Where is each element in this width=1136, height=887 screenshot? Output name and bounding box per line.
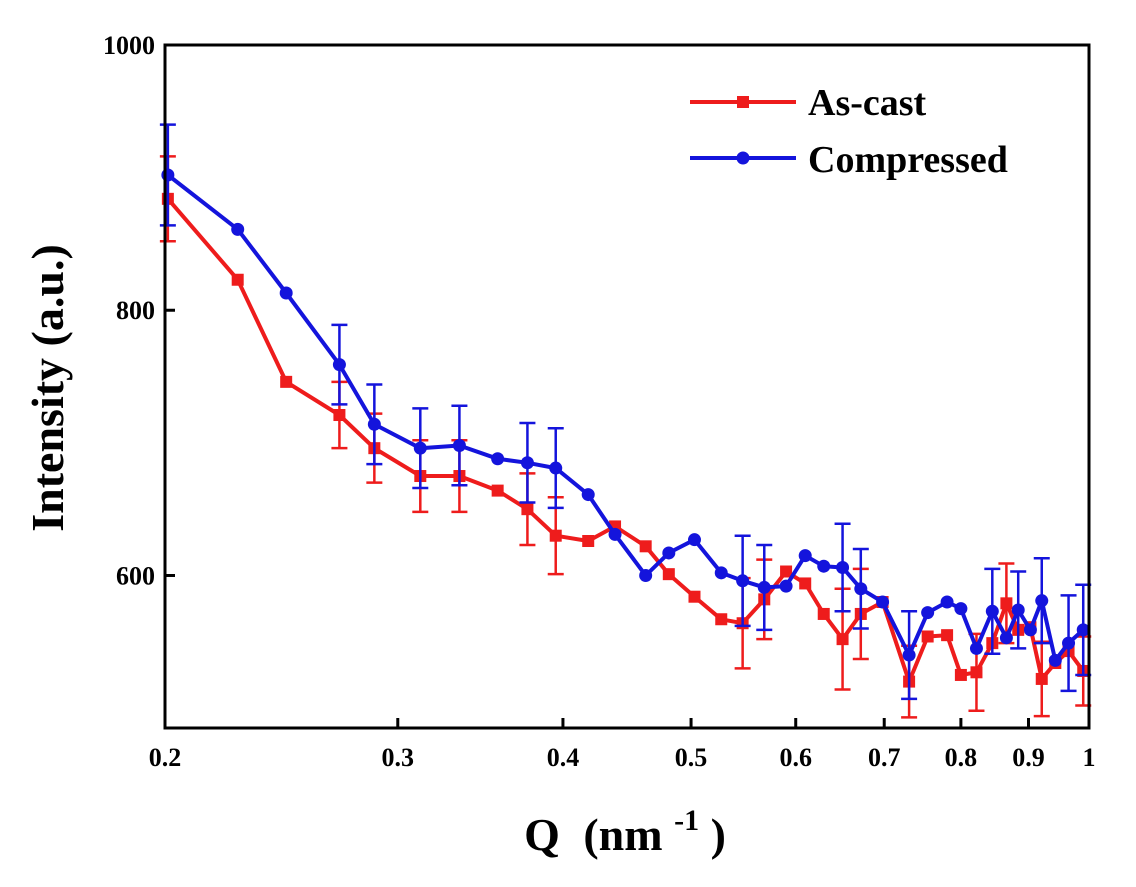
series-compressed (159, 123, 1092, 701)
data-point (799, 577, 812, 590)
data-point (954, 602, 968, 616)
x-axis-unit-close: ) (711, 809, 726, 860)
data-point (491, 452, 505, 466)
series-line (166, 197, 1085, 684)
x-tick-label: 0.6 (779, 743, 812, 772)
data-point (969, 641, 983, 655)
data-point (1076, 623, 1090, 637)
data-point (491, 484, 504, 497)
x-axis-unit-exponent: -1 (674, 804, 699, 837)
data-point (662, 546, 676, 560)
data-point (817, 607, 830, 620)
data-point (714, 566, 728, 580)
x-tick-label: 0.4 (547, 743, 580, 772)
x-tick-label: 1 (1083, 743, 1096, 772)
data-point (1062, 636, 1076, 650)
legend-marker-compressed (736, 151, 750, 165)
y-tick-label: 600 (116, 561, 155, 590)
x-tick-label: 0.7 (868, 743, 901, 772)
legend-label-as-cast: As-cast (808, 82, 927, 124)
data-point (639, 540, 652, 553)
data-point (521, 503, 534, 516)
data-point (280, 375, 293, 388)
data-point (876, 595, 890, 609)
legend-marker-as-cast (737, 96, 749, 108)
data-point (687, 533, 701, 547)
data-point (1048, 653, 1062, 667)
ticks-layer: 0.2 0.3 0.4 0.5 0.6 0.7 0.8 0.9 1 600 800 1000 (103, 31, 1096, 772)
data-point (941, 629, 954, 642)
data-point (902, 648, 916, 662)
legend: As-cast Compressed (690, 82, 1008, 181)
x-tick-label: 0.9 (1012, 743, 1045, 772)
data-point (1000, 597, 1013, 610)
data-point (639, 568, 653, 582)
data-point (736, 574, 750, 588)
data-point (581, 488, 595, 502)
y-axis-title: Intensity (a.u.) (22, 244, 73, 532)
data-point (231, 273, 244, 286)
data-point (549, 461, 563, 475)
x-axis-title: Q (nm -1 ) (524, 789, 726, 860)
data-point (1011, 603, 1025, 617)
data-point (582, 535, 595, 548)
data-point (1023, 623, 1037, 637)
x-tick-label: 0.3 (382, 743, 415, 772)
data-point (954, 668, 967, 681)
data-point (279, 286, 293, 300)
plot-frame (163, 43, 1091, 730)
data-point (452, 439, 466, 453)
data-point (985, 604, 999, 618)
data-point (1035, 672, 1048, 685)
y-tick-label: 1000 (103, 31, 155, 60)
data-point (798, 549, 812, 563)
series-as-cast (159, 155, 1092, 719)
data-point (757, 580, 771, 594)
legend-label-compressed: Compressed (808, 139, 1008, 181)
data-point (662, 568, 675, 581)
data-point (688, 590, 701, 603)
data-point (836, 633, 849, 646)
data-point (161, 168, 175, 182)
x-tick-label: 0.2 (149, 743, 182, 772)
data-point (836, 561, 850, 575)
x-tick-label: 0.5 (675, 743, 708, 772)
data-point (854, 582, 868, 596)
data-point (715, 613, 728, 626)
data-point (999, 631, 1013, 645)
data-point (1035, 594, 1049, 608)
plot-layer (159, 123, 1092, 719)
x-axis-unit: (nm (583, 809, 662, 860)
data-point (332, 358, 346, 372)
data-point (780, 565, 793, 578)
data-point (940, 595, 954, 609)
data-point (608, 527, 622, 541)
data-point (549, 529, 562, 542)
data-point (921, 630, 934, 643)
x-tick-label: 0.8 (945, 743, 978, 772)
data-point (520, 456, 534, 470)
data-point (921, 606, 935, 620)
data-point (333, 409, 346, 422)
data-point (413, 441, 427, 455)
data-point (779, 579, 793, 593)
x-axis-symbol: Q (524, 809, 560, 860)
data-point (970, 666, 983, 679)
data-point (817, 559, 831, 573)
data-point (367, 417, 381, 431)
data-point (231, 222, 245, 236)
series-line (166, 173, 1085, 663)
y-tick-label: 800 (116, 296, 155, 325)
